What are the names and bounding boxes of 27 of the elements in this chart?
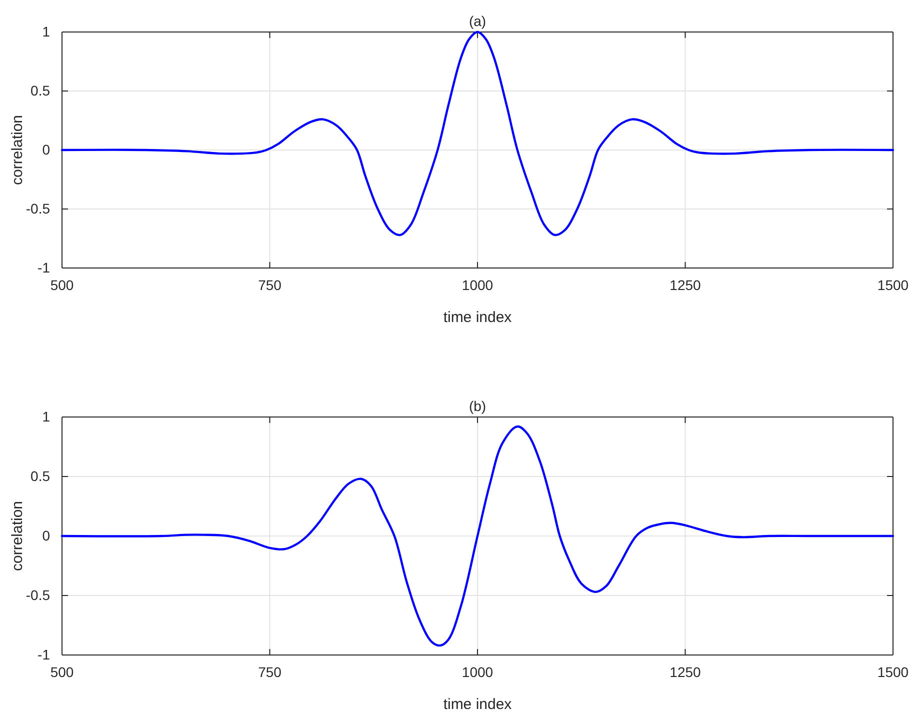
y-tick-label: 0.5: [30, 468, 50, 484]
x-axis-title: time index: [443, 309, 512, 326]
y-tick-label: 0: [42, 527, 50, 544]
y-tick-label: -1: [38, 646, 50, 662]
y-tick-label: 1: [42, 408, 50, 424]
chart-title: (a): [468, 13, 486, 29]
x-tick-label: 750: [258, 276, 282, 293]
x-tick-label: 1250: [670, 276, 702, 293]
y-axis-title: correlation: [9, 500, 26, 572]
y-tick-label: 1: [42, 23, 50, 40]
chart-title: (b): [468, 398, 486, 414]
x-tick-label: 1500: [877, 276, 909, 293]
x-tick-label: 1500: [877, 664, 909, 680]
y-tick-label: -1: [38, 259, 50, 276]
x-tick-label: 750: [258, 664, 282, 680]
x-tick-label: 1000: [462, 276, 494, 293]
x-axis-title: time index: [443, 696, 512, 713]
x-tick-label: 500: [50, 664, 74, 680]
x-tick-label: 1250: [670, 664, 702, 680]
y-tick-label: -0.5: [26, 200, 50, 216]
y-tick-label: -0.5: [26, 586, 50, 603]
line-series: [60, 425, 894, 647]
y-tick-label: 0.5: [30, 82, 50, 98]
y-axis-title: correlation: [9, 114, 26, 186]
x-tick-label: 1000: [462, 664, 494, 680]
y-tick-label: 0: [42, 141, 50, 158]
x-tick-label: 500: [50, 276, 74, 293]
